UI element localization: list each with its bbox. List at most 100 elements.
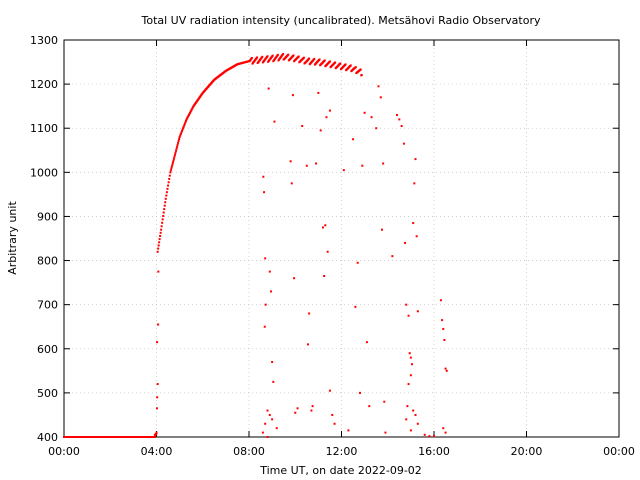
data-point <box>173 155 176 158</box>
data-point <box>398 118 401 121</box>
data-point <box>182 125 185 128</box>
data-point <box>182 127 185 130</box>
data-point <box>172 159 175 162</box>
data-point <box>416 422 419 425</box>
data-point <box>276 53 279 56</box>
data-point <box>170 167 173 170</box>
data-point <box>370 116 373 119</box>
data-point <box>323 274 326 277</box>
chart-title: Total UV radiation intensity (uncalibrat… <box>141 14 541 27</box>
data-point <box>333 422 336 425</box>
data-point <box>156 396 159 399</box>
data-point <box>326 250 329 253</box>
data-point <box>187 115 190 118</box>
data-point <box>180 130 183 133</box>
data-point <box>287 53 290 56</box>
data-point <box>377 85 380 88</box>
data-point <box>179 134 182 137</box>
data-point <box>161 221 164 224</box>
data-point <box>272 380 275 383</box>
data-point <box>328 60 331 63</box>
y-tick-label: 1300 <box>30 34 58 47</box>
data-point <box>163 204 166 207</box>
y-tick-label: 400 <box>37 431 58 444</box>
data-point <box>155 432 158 435</box>
data-point <box>315 162 318 165</box>
data-point <box>161 218 164 221</box>
data-point <box>267 87 270 90</box>
data-point <box>416 310 419 313</box>
data-point <box>402 142 405 145</box>
grid-lines <box>64 40 619 437</box>
data-point <box>380 228 383 231</box>
data-point <box>363 111 366 114</box>
data-point <box>153 436 156 438</box>
data-point <box>264 303 267 306</box>
data-point <box>177 139 180 142</box>
data-point <box>261 431 264 434</box>
data-point <box>407 314 410 317</box>
data-point <box>414 413 417 416</box>
data-point <box>339 62 342 65</box>
data-point <box>163 208 166 211</box>
data-point <box>308 312 311 315</box>
data-point <box>407 383 410 386</box>
data-point <box>156 383 159 386</box>
y-tick-label: 600 <box>37 343 58 356</box>
data-point <box>250 57 253 60</box>
x-tick-label: 20:00 <box>511 445 543 458</box>
data-point <box>306 343 309 346</box>
data-point <box>184 121 187 124</box>
data-point <box>444 367 447 370</box>
data-point <box>360 73 363 76</box>
data-point <box>334 61 337 64</box>
data-point <box>266 55 269 58</box>
data-point <box>156 341 159 344</box>
data-point <box>301 125 304 128</box>
y-axis: 400 500 600 700 800 900 1000 1100 1200 1300 <box>30 34 619 444</box>
data-point <box>190 108 193 111</box>
data-point <box>186 116 189 119</box>
data-point <box>318 58 321 61</box>
data-point <box>405 303 408 306</box>
data-point <box>157 323 160 326</box>
data-point <box>169 169 172 172</box>
data-point <box>175 149 178 152</box>
data-point <box>187 113 190 116</box>
data-point <box>331 413 334 416</box>
data-point <box>296 407 299 410</box>
data-point <box>294 411 297 414</box>
data-point <box>400 125 403 128</box>
data-point <box>188 112 191 115</box>
x-axis: 00:00 04:00 08:00 12:00 16:00 20:00 00:00 <box>48 40 635 458</box>
data-point <box>423 433 426 436</box>
data-point <box>268 270 271 273</box>
data-point <box>171 161 174 164</box>
data-point <box>178 136 181 139</box>
data-point <box>428 435 431 438</box>
x-tick-label: 00:00 <box>48 445 80 458</box>
data-point <box>162 214 165 217</box>
data-point <box>359 391 361 394</box>
data-point <box>313 57 316 60</box>
x-axis-label: Time UT, on date 2022-09-02 <box>259 464 422 477</box>
data-point <box>347 429 350 432</box>
data-point <box>264 422 267 425</box>
x-tick-label: 16:00 <box>418 445 450 458</box>
data-point <box>282 53 285 56</box>
data-point <box>185 118 188 121</box>
y-tick-label: 900 <box>37 210 58 223</box>
y-tick-label: 1200 <box>30 78 58 91</box>
data-point <box>190 109 193 112</box>
data-point <box>261 55 264 58</box>
data-point <box>308 57 311 60</box>
data-point <box>169 171 172 174</box>
data-point <box>189 110 192 113</box>
data-point <box>356 261 359 264</box>
y-tick-label: 800 <box>37 255 58 268</box>
data-point <box>297 55 300 58</box>
data-point <box>167 184 170 187</box>
data-point <box>292 54 295 57</box>
data-point <box>322 226 324 229</box>
